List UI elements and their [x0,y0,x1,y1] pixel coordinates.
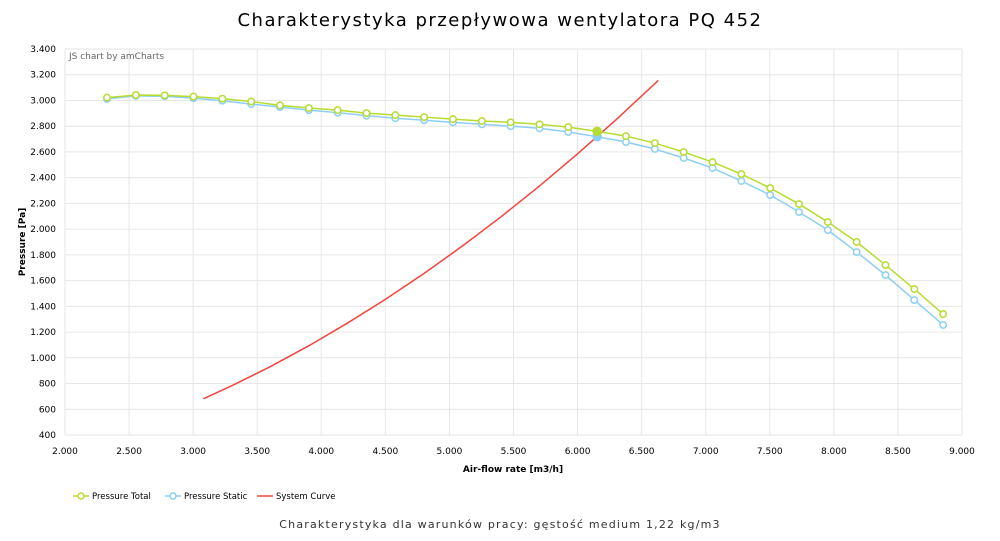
data-point [910,285,919,294]
data-point [766,184,775,193]
y-tick-label: 3.000 [30,96,56,106]
y-tick-label: 1.000 [30,354,56,364]
data-point [535,120,544,129]
x-tick-label: 3.500 [244,447,270,457]
data-point [189,92,198,101]
legend-label: Pressure Static [184,492,248,502]
y-tick-label: 400 [39,431,56,441]
x-tick-label: 6.000 [565,447,591,457]
x-axis-label: Air-flow rate [m3/h] [463,465,563,475]
system-curve-line [203,79,659,400]
x-tick-label: 3.000 [180,447,206,457]
data-point [564,123,573,132]
x-tick-label: 9.000 [949,447,975,457]
y-tick-label: 3.200 [30,71,56,81]
data-point [823,218,832,227]
y-tick-label: 2.400 [30,174,56,184]
data-point [391,111,400,120]
x-tick-label: 2.000 [52,447,78,457]
chart-subtitle: Charakterystyka dla warunków pracy: gęst… [279,518,721,531]
data-point [823,226,832,234]
y-tick-label: 3.400 [30,45,56,55]
y-tick-label: 600 [39,405,56,415]
legend-marker-circle [169,492,177,500]
data-point [449,115,457,124]
legend-marker-circle [77,492,85,500]
data-point [160,91,169,100]
data-point [477,117,486,126]
y-tick-label: 800 [39,380,56,390]
data-point [131,91,140,100]
data-point [362,109,371,118]
x-tick-label: 6.500 [629,447,655,457]
y-tick-label: 1.200 [30,328,56,338]
y-axis-label: Pressure [Pa] [18,208,28,277]
y-tick-label: 2.600 [30,148,56,158]
y-tick-label: 2.800 [30,122,56,132]
x-tick-label: 8.500 [885,447,911,457]
data-point [506,118,515,127]
y-tick-label: 2.000 [30,225,56,235]
x-tick-label: 2.500 [116,447,142,457]
data-point [852,248,861,256]
data-point [939,310,948,319]
series-line-0 [106,94,944,315]
data-point [737,170,746,179]
data-point [679,148,688,157]
data-point [103,93,111,102]
data-point [737,177,746,185]
chart-title: Charakterystyka przepływowa wentylatora … [237,10,763,31]
x-tick-label: 5.000 [437,447,463,457]
chart-credit: JS chart by amCharts [68,52,164,62]
data-point [795,208,803,216]
y-tick-label: 2.200 [30,199,56,209]
y-tick-label: 1.400 [30,302,56,312]
data-point [592,126,602,137]
data-point [708,158,717,167]
y-tick-label: 1.800 [30,251,56,261]
data-point [766,191,775,199]
x-tick-label: 4.500 [372,447,398,457]
data-point [420,113,429,122]
legend-label: Pressure Total [92,492,151,502]
data-point [622,132,630,141]
x-tick-label: 5.500 [501,447,527,457]
data-point [304,104,313,113]
data-point [247,97,256,106]
x-tick-label: 7.000 [693,447,719,457]
legend-label: System Curve [276,492,335,502]
y-tick-label: 1.600 [30,277,56,287]
x-tick-label: 7.500 [757,447,783,457]
data-point [910,296,919,304]
data-point [795,200,803,208]
series-line-1 [106,95,944,326]
data-point [852,238,861,246]
data-point [650,139,659,148]
data-point [218,94,227,103]
x-tick-label: 8.000 [821,447,847,457]
data-point [333,106,342,115]
data-point [939,321,948,329]
data-point [881,261,890,269]
x-tick-label: 4.000 [308,447,334,457]
data-point [276,101,284,110]
data-point [881,271,890,280]
